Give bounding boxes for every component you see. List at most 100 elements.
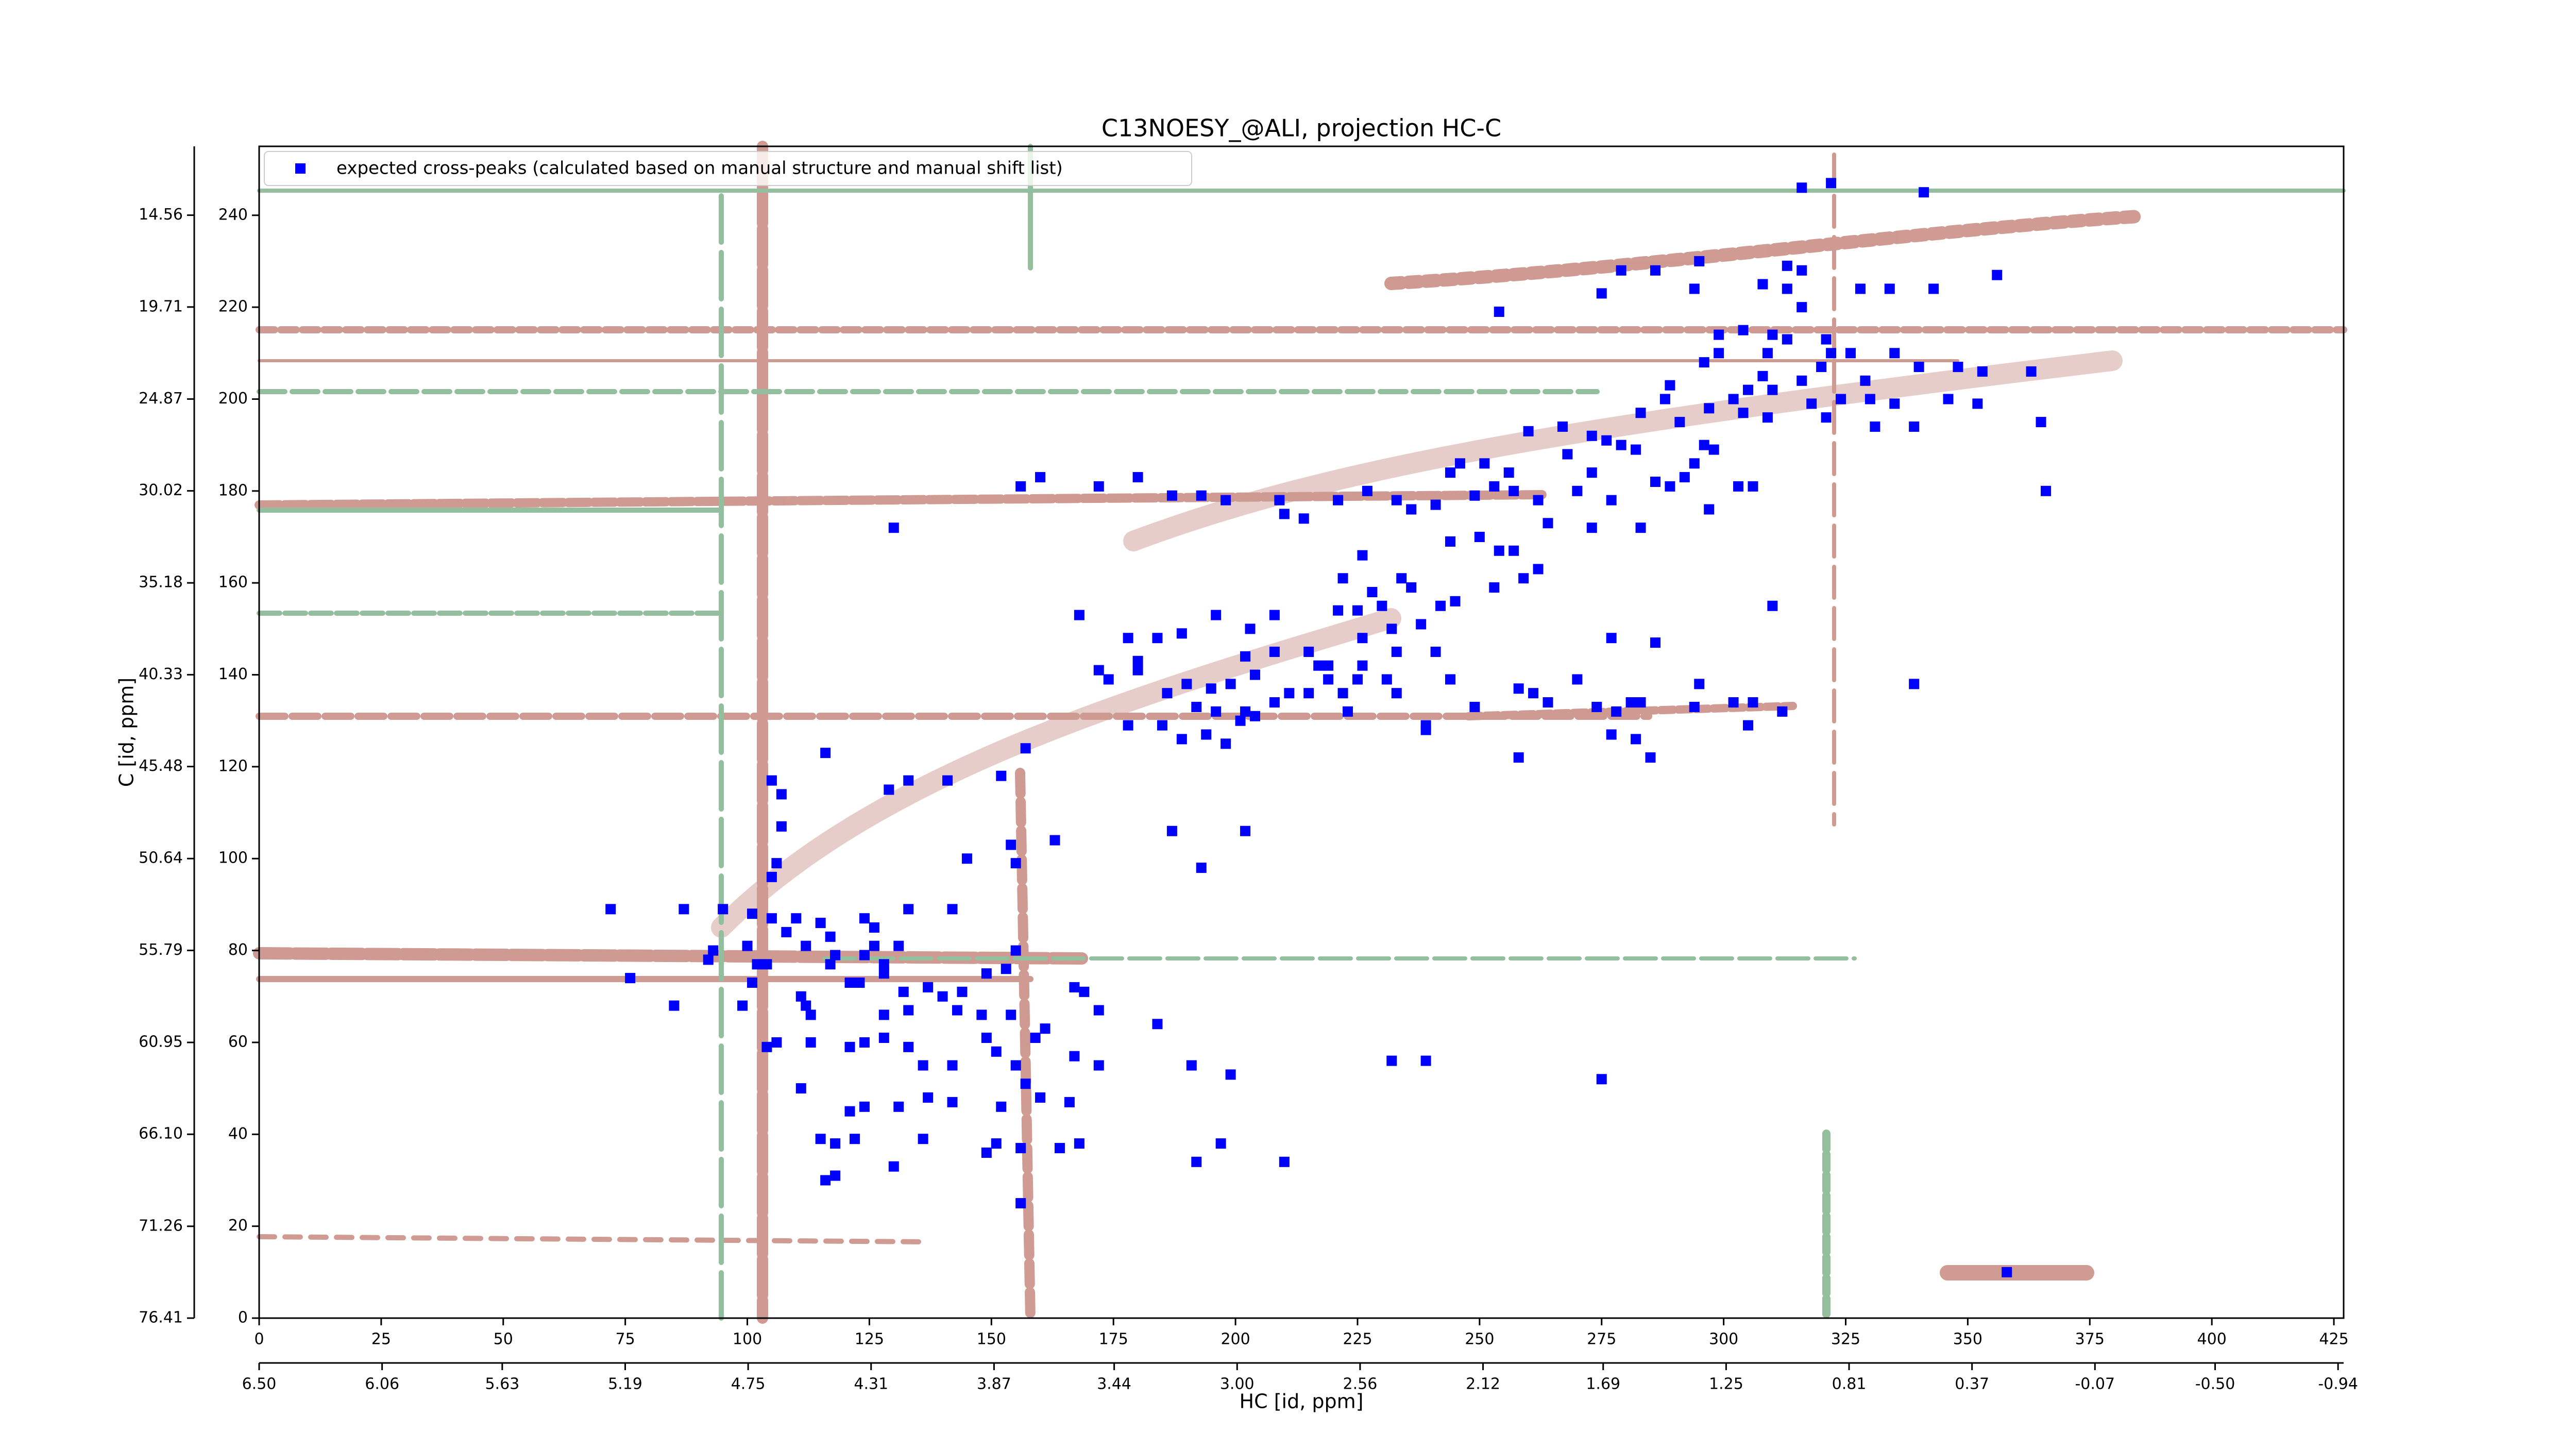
cross-peak xyxy=(850,1134,860,1144)
y2-tick-label: 14.56 xyxy=(139,206,183,224)
x-axis-label: HC [id, ppm] xyxy=(1240,1390,1364,1413)
cross-peak xyxy=(1445,536,1455,547)
cross-peak xyxy=(947,1060,958,1071)
cross-peak xyxy=(893,940,904,951)
y2-tick-label: 40.33 xyxy=(139,665,183,683)
cross-peak xyxy=(1816,362,1827,373)
cross-peak xyxy=(1430,646,1441,657)
x-tick-label: 175 xyxy=(1099,1330,1128,1349)
y2-tick-label: 24.87 xyxy=(139,390,183,408)
x2-tick-label: 5.63 xyxy=(485,1375,519,1393)
cross-peak xyxy=(893,1101,904,1112)
cross-peak xyxy=(991,1138,1002,1149)
cross-peak xyxy=(1762,412,1773,423)
cross-peak xyxy=(747,908,758,919)
cross-peak xyxy=(1679,472,1690,483)
cross-peak xyxy=(771,1037,782,1048)
cross-peak xyxy=(1728,697,1739,708)
cross-peak xyxy=(1704,403,1715,414)
y-tick-label: 220 xyxy=(218,298,248,316)
cross-peak xyxy=(1767,384,1778,395)
cross-peak xyxy=(1240,706,1251,717)
plot-frame xyxy=(258,145,2345,1319)
y2-tick-label: 19.71 xyxy=(139,297,183,315)
cross-peak xyxy=(981,968,992,979)
cross-peak xyxy=(1509,485,1519,496)
cross-peak xyxy=(1006,1009,1016,1020)
cross-peak xyxy=(981,1033,992,1043)
cross-peak xyxy=(820,748,831,759)
cross-peak xyxy=(1176,628,1187,639)
cross-peak xyxy=(1352,605,1363,616)
cross-peak xyxy=(1240,825,1251,836)
cross-peak xyxy=(737,1000,748,1011)
cross-peak xyxy=(1503,467,1514,478)
cross-peak xyxy=(1494,307,1504,317)
cross-peak xyxy=(605,904,616,915)
cross-peak xyxy=(1797,182,1807,193)
cross-peak xyxy=(1123,720,1133,731)
cross-peak xyxy=(1665,380,1675,391)
y-tick-label: 20 xyxy=(228,1217,248,1235)
cross-peak xyxy=(1845,348,1856,359)
cross-peak xyxy=(1674,417,1685,428)
y-axis-label: C [id, ppm] xyxy=(115,678,138,787)
cross-peak xyxy=(1714,329,1724,340)
cross-peak xyxy=(766,871,777,882)
cross-peak xyxy=(942,775,953,786)
cross-peak xyxy=(1616,265,1626,276)
cross-peak xyxy=(1420,1055,1431,1066)
cross-peak xyxy=(844,1041,855,1052)
cross-peak xyxy=(1166,490,1177,501)
cross-peak xyxy=(1738,325,1749,335)
cross-peak xyxy=(869,922,879,933)
cross-peak xyxy=(1518,573,1529,584)
cross-peak xyxy=(884,784,894,795)
cross-peak xyxy=(1533,564,1544,575)
cross-peak xyxy=(1777,706,1788,717)
cross-peak xyxy=(1738,408,1749,418)
cross-peak xyxy=(825,931,836,942)
x-tick-label: 125 xyxy=(855,1330,884,1349)
cross-peak xyxy=(1865,394,1875,405)
cross-peak xyxy=(1362,485,1372,496)
cross-peak xyxy=(1884,283,1895,294)
cross-peak xyxy=(708,945,719,956)
cross-peak xyxy=(1611,706,1622,717)
y-tick-label: 60 xyxy=(228,1033,248,1051)
chart-title: C13NOESY_@ALI, projection HC-C xyxy=(1101,114,1501,142)
x-tick-label: 225 xyxy=(1343,1330,1372,1349)
cross-peak xyxy=(1445,467,1455,478)
cross-peak xyxy=(903,1041,914,1052)
cross-peak xyxy=(815,918,826,929)
cross-peak xyxy=(1665,481,1675,492)
cross-peak xyxy=(1313,660,1324,671)
cross-peak xyxy=(1435,600,1446,611)
x-tick-label: 100 xyxy=(733,1330,762,1349)
cross-peak xyxy=(1406,504,1417,515)
cross-peak xyxy=(1572,485,1583,496)
contour-background xyxy=(253,141,2347,1324)
cross-peak xyxy=(1196,490,1207,501)
cross-peak xyxy=(888,523,899,533)
cross-peak xyxy=(825,959,836,970)
cross-peak xyxy=(1049,835,1060,846)
cross-peak xyxy=(1689,283,1700,294)
cross-peak xyxy=(937,991,948,1002)
cross-peak xyxy=(1206,683,1216,694)
cross-peak xyxy=(1909,679,1920,689)
x-tick-label: 275 xyxy=(1587,1330,1616,1349)
cross-peak xyxy=(1821,334,1832,345)
cross-peak xyxy=(801,940,811,951)
cross-peak xyxy=(1767,600,1778,611)
cross-peak xyxy=(1694,679,1705,689)
x2-tick-label: 5.19 xyxy=(608,1375,642,1393)
cross-peak xyxy=(1221,738,1231,749)
cross-peak xyxy=(1343,706,1353,717)
cross-peak xyxy=(820,1175,831,1186)
cross-peak xyxy=(1928,283,1939,294)
x2-tick-label: 4.75 xyxy=(731,1375,766,1393)
y-tick-label: 240 xyxy=(218,206,248,224)
cross-peak xyxy=(1196,863,1207,873)
x-tick-label: 0 xyxy=(254,1330,264,1349)
